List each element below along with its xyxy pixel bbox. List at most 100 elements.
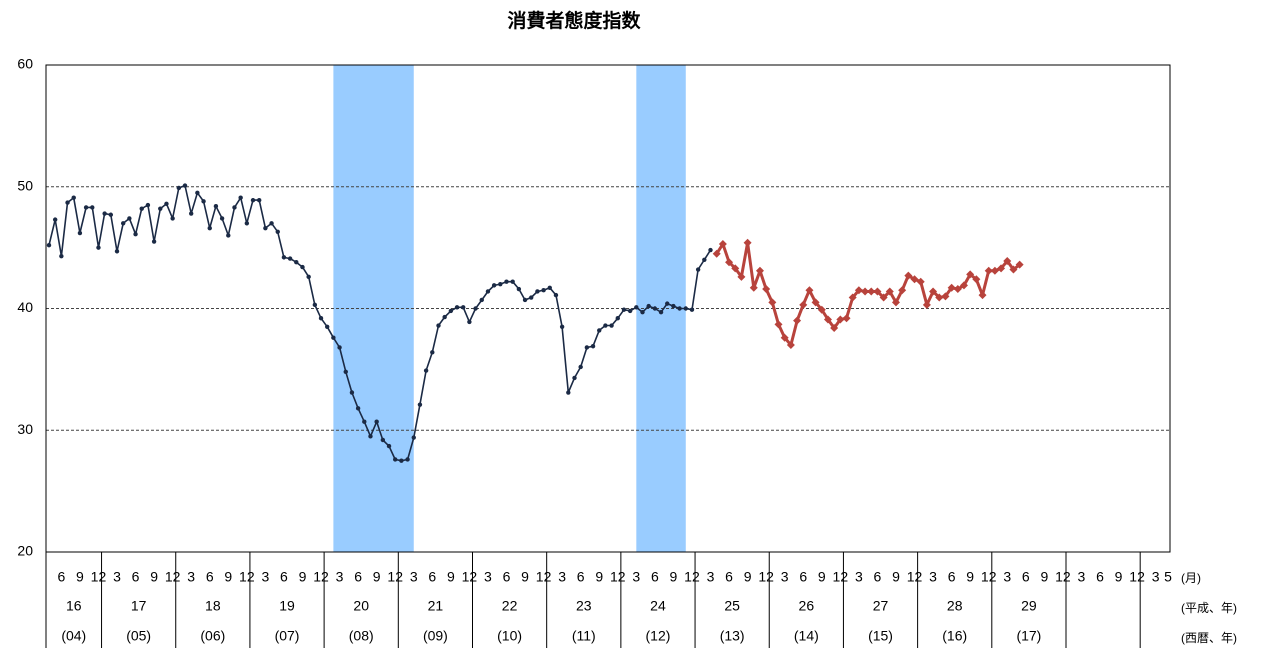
data-point [71,195,76,200]
x-tick-label: 3 [261,569,269,585]
data-point [473,306,478,311]
data-point [188,211,194,216]
data-point [355,406,361,411]
data-point [836,315,845,324]
x-tick-label: 6 [503,569,511,585]
data-point [755,266,764,275]
data-point [935,293,944,302]
data-point [646,303,651,309]
data-point [244,221,250,226]
x-tick-label: 6 [948,569,956,585]
data-point [689,307,695,312]
x-tick-label: 9 [818,569,826,585]
data-point [702,257,707,262]
data-point [127,216,132,221]
x-tick-label: 12 [907,569,923,585]
data-point [306,274,311,280]
data-point [671,303,676,309]
year-label: 20 [353,598,369,614]
x-tick-label: 3 [187,569,195,585]
data-point [683,306,688,311]
data-point [578,364,583,370]
data-point [541,288,546,293]
data-point [96,245,101,250]
x-tick-label: 6 [725,569,733,585]
x-tick-label: 3 [1152,569,1160,585]
data-point [176,185,182,191]
x-tick-label: 6 [57,569,65,585]
data-point [380,437,386,443]
x-tick-label: 9 [521,569,529,585]
data-point [817,305,826,314]
x-tick-label: 9 [373,569,381,585]
data-point [749,283,758,292]
data-point [170,216,175,221]
data-point [349,390,355,395]
y-tick-label: 40 [17,299,33,315]
year-label: 17 [131,598,147,614]
x-tick-label: 12 [165,569,181,585]
data-point [786,341,795,350]
data-point [498,281,503,287]
year-label: 25 [724,598,740,614]
x-tick-label: 3 [855,569,863,585]
data-point [139,206,144,211]
year-label: 21 [428,598,444,614]
x-tick-label: 9 [744,569,752,585]
data-point [195,190,200,196]
data-point [603,323,608,328]
data-point [479,297,484,303]
data-point [59,253,64,259]
data-point [830,323,839,332]
data-point [325,324,330,329]
year-label: 24 [650,598,666,614]
data-point [984,266,993,275]
x-tick-label: 12 [1055,569,1071,585]
data-point [510,279,515,284]
x-tick-label: 12 [313,569,329,585]
western-year-label: (10) [497,628,522,644]
year-label: 18 [205,598,221,614]
year-label: 27 [873,598,889,614]
data-point [873,287,882,296]
data-point [823,315,832,324]
data-point [269,221,274,226]
data-point [590,344,596,349]
data-point [108,212,114,217]
western-year-label: (15) [868,628,893,644]
x-tick-label: 12 [239,569,255,585]
data-point [213,204,219,209]
data-point [978,291,987,300]
data-point [547,285,552,291]
x-tick-label: 12 [684,569,700,585]
x-tick-label: 3 [558,569,566,585]
data-point [430,350,435,355]
data-point [411,435,416,440]
x-tick-label: 6 [132,569,140,585]
data-point [417,402,423,407]
data-point [725,258,734,267]
data-point [46,242,52,248]
data-point [83,205,89,210]
data-point [77,230,83,236]
data-point [848,293,857,302]
data-point [300,264,305,270]
data-point [904,271,913,280]
data-point [867,287,876,296]
x-tick-label: 3 [707,569,715,585]
data-point [281,255,287,260]
western-year-label: (13) [720,628,745,644]
data-point [219,216,225,221]
data-point [658,309,664,315]
x-tick-label: 3 [929,569,937,585]
western-year-label: (05) [126,628,151,644]
data-point [454,305,460,310]
data-point [811,298,820,307]
x-tick-label: 12 [981,569,997,585]
data-point [885,287,894,296]
western-year-label: (09) [423,628,448,644]
data-point [386,443,392,449]
x-tick-label: 6 [577,569,585,585]
data-point [966,270,975,279]
